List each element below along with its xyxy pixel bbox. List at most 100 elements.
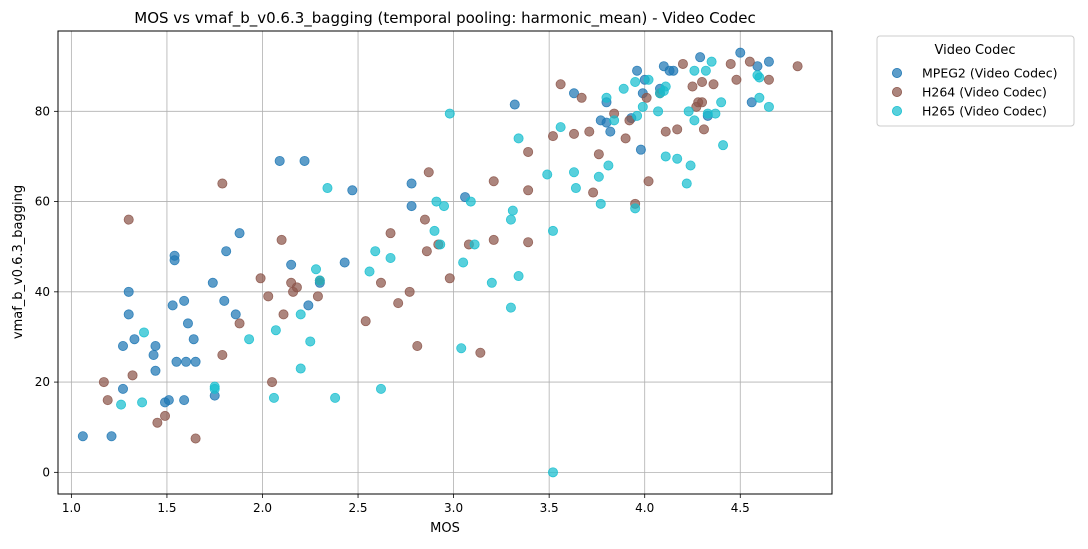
x-tick-label: 4.0 <box>635 501 654 515</box>
data-point <box>547 467 558 478</box>
data-point <box>190 433 201 444</box>
data-point <box>188 334 199 345</box>
data-point <box>731 74 742 85</box>
data-point <box>244 334 255 345</box>
data-point <box>102 395 113 406</box>
axis-ticks: 1.0 1.5 2.0 2.5 3.0 3.5 4.0 4.5 0 20 40 60 80 <box>35 104 750 515</box>
data-point <box>429 225 440 236</box>
data-point <box>507 205 518 216</box>
data-point <box>513 133 524 144</box>
data-point <box>419 214 430 225</box>
data-point <box>643 176 654 187</box>
data-point <box>547 225 558 236</box>
data-point <box>710 108 721 119</box>
data-point <box>683 106 694 117</box>
legend-label: H264 (Video Codec) <box>922 85 1047 100</box>
data-point <box>179 295 190 306</box>
data-point <box>630 203 641 214</box>
data-point <box>117 383 128 394</box>
data-point <box>123 214 134 225</box>
data-point <box>364 266 375 277</box>
data-point <box>632 110 643 121</box>
data-point <box>435 239 446 250</box>
y-tick-label: 40 <box>35 285 50 299</box>
data-point <box>295 309 306 320</box>
data-point <box>708 79 719 90</box>
data-point <box>127 370 138 381</box>
data-point <box>421 246 432 257</box>
data-point <box>221 246 232 257</box>
legend-marker <box>892 68 903 79</box>
data-point <box>330 392 341 403</box>
data-point <box>660 151 671 162</box>
data-point <box>423 167 434 178</box>
data-point <box>268 392 279 403</box>
data-point <box>603 160 614 171</box>
y-tick-label: 80 <box>35 104 50 118</box>
data-point <box>370 246 381 257</box>
data-point <box>569 128 580 139</box>
data-point <box>295 363 306 374</box>
data-point <box>385 252 396 263</box>
data-point <box>660 81 671 92</box>
data-point <box>150 340 161 351</box>
data-point <box>439 201 450 212</box>
data-point <box>444 273 455 284</box>
data-point <box>547 131 558 142</box>
y-tick-label: 20 <box>35 375 50 389</box>
data-point <box>660 126 671 137</box>
data-point <box>677 58 688 69</box>
data-point <box>456 343 467 354</box>
data-point <box>163 395 174 406</box>
data-point <box>570 183 581 194</box>
data-point <box>542 169 553 180</box>
data-point <box>286 259 297 270</box>
data-point <box>488 234 499 245</box>
data-point <box>509 99 520 110</box>
data-point <box>360 316 371 327</box>
data-point <box>595 198 606 209</box>
data-point <box>643 74 654 85</box>
data-point <box>444 108 455 119</box>
data-point <box>588 187 599 198</box>
legend-label: H265 (Video Codec) <box>922 104 1047 119</box>
data-point <box>291 282 302 293</box>
data-point <box>725 58 736 69</box>
data-point <box>148 350 159 361</box>
data-point <box>375 277 386 288</box>
data-point <box>314 275 325 286</box>
data-point <box>150 365 161 376</box>
y-tick-label: 0 <box>42 465 50 479</box>
x-tick-label: 4.5 <box>731 501 750 515</box>
data-point <box>339 257 350 268</box>
data-point <box>123 286 134 297</box>
data-point <box>763 56 774 67</box>
data-point <box>129 334 140 345</box>
data-point <box>190 356 201 367</box>
data-point <box>555 122 566 133</box>
data-point <box>217 178 228 189</box>
data-point <box>620 133 631 144</box>
data-point <box>179 395 190 406</box>
legend-label: MPEG2 (Video Codec) <box>922 66 1057 81</box>
data-point <box>601 92 612 103</box>
data-point <box>718 140 729 151</box>
data-point <box>123 309 134 320</box>
data-point <box>303 300 314 311</box>
data-point <box>624 115 635 126</box>
data-point <box>635 144 646 155</box>
data-point <box>569 88 580 99</box>
data-point <box>234 228 245 239</box>
data-point <box>182 318 193 329</box>
data-point <box>668 65 679 76</box>
legend-marker <box>892 106 903 117</box>
data-point <box>255 273 266 284</box>
x-tick-label: 1.0 <box>62 501 81 515</box>
data-point <box>106 431 117 442</box>
data-point <box>167 300 178 311</box>
data-point <box>116 399 127 410</box>
data-point <box>347 185 358 196</box>
data-point <box>609 115 620 126</box>
data-point <box>685 160 696 171</box>
